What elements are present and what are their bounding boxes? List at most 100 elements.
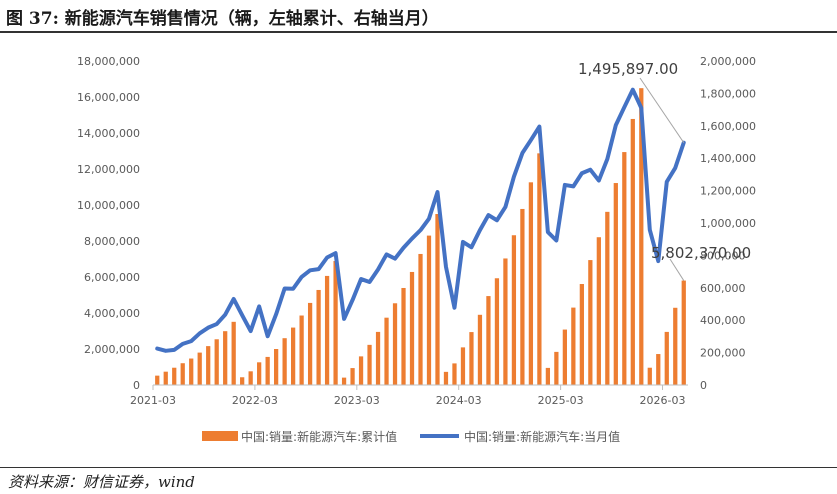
x-tick-label: 2021-03: [130, 394, 176, 407]
left-tick-label: 10,000,000: [77, 199, 140, 212]
left-tick-label: 16,000,000: [77, 91, 140, 104]
annotation-label-cumulative: 5,802,370.00: [651, 244, 751, 262]
annotation-label-monthly: 1,495,897.00: [578, 60, 678, 78]
bar-15: [282, 338, 287, 385]
right-tick-label: 800,000: [700, 249, 746, 262]
bar-44: [528, 182, 534, 385]
bar-14: [274, 349, 279, 385]
bar-41: [503, 258, 508, 385]
bar-12: [257, 362, 262, 385]
bar-58: [647, 367, 652, 385]
bar-0: [155, 375, 160, 385]
bar-57: [639, 88, 644, 386]
left-tick-label: 18,000,000: [77, 55, 140, 68]
bar-24: [358, 356, 364, 385]
bar-1: [163, 371, 168, 385]
right-tick-label: 1,200,000: [700, 185, 756, 198]
left-tick-label: 8,000,000: [84, 235, 140, 248]
bar-46: [545, 367, 551, 385]
left-tick-label: 12,000,000: [77, 163, 140, 176]
bar-42: [511, 235, 517, 385]
bar-40: [494, 278, 500, 385]
bar-30: [409, 271, 415, 385]
annotation-leader-line: [639, 77, 685, 143]
legend-label-line: 中国:销量:新能源汽车:当月值: [464, 429, 620, 444]
bar-33: [435, 214, 440, 385]
right-tick-label: 400,000: [700, 314, 746, 327]
right-tick-label: 1,000,000: [700, 217, 756, 230]
left-axis-ticks: 0 2,000,000 4,000,000 6,000,000 8,000,000 10,…: [77, 55, 140, 392]
right-tick-label: 200,000: [700, 347, 746, 360]
bar-31: [418, 253, 423, 385]
bar-17: [299, 315, 304, 385]
legend-swatch-bar: [202, 431, 238, 441]
bar-56: [630, 118, 635, 386]
bar-4: [189, 358, 194, 385]
x-tick-label: 2024-03: [436, 394, 482, 407]
bar-51: [588, 260, 593, 385]
bar-60: [664, 331, 669, 385]
bar-50: [579, 284, 584, 385]
left-tick-label: 2,000,000: [84, 343, 140, 356]
left-tick-label: 4,000,000: [84, 307, 140, 320]
x-tick-label: 2023-03: [334, 394, 380, 407]
bar-8: [223, 331, 228, 385]
figure-title: 图 37: 新能源汽车销售情况（辆，左轴累计、右轴当月）: [6, 9, 439, 29]
bar-47: [554, 351, 559, 385]
bar-series-cumulative: [155, 88, 686, 386]
bar-22: [341, 377, 347, 385]
footer-rule: [0, 467, 837, 468]
chart-axes: [152, 384, 688, 390]
bar-43: [520, 208, 525, 385]
bar-10: [240, 377, 245, 385]
bar-16: [291, 327, 296, 385]
right-tick-label: 1,600,000: [700, 120, 756, 133]
bar-35: [452, 363, 457, 385]
bar-18: [307, 302, 313, 385]
source-note: 资料来源：财信证券，wind: [8, 473, 195, 491]
right-tick-label: 600,000: [700, 282, 746, 295]
right-tick-label: 1,800,000: [700, 87, 756, 100]
bar-61: [673, 307, 678, 385]
right-tick-label: 1,400,000: [700, 152, 756, 165]
bar-23: [350, 368, 355, 385]
bar-48: [562, 329, 567, 385]
legend-label-bar: 中国:销量:新能源汽车:累计值: [241, 429, 397, 444]
bar-26: [375, 331, 381, 385]
bar-19: [316, 289, 321, 385]
x-tick-label: 2026-03: [640, 394, 686, 407]
left-tick-label: 14,000,000: [77, 127, 140, 140]
chart-annotations: 1,495,897.00 5,802,370.00: [578, 60, 751, 281]
bar-45: [537, 153, 542, 385]
bar-53: [605, 211, 610, 385]
bar-21: [333, 260, 338, 385]
title-rule: [0, 31, 837, 33]
bar-7: [214, 339, 219, 385]
bar-39: [486, 296, 491, 385]
bar-3: [180, 363, 185, 385]
x-axis-ticks: 2021-03 2022-03 2023-03 2024-03 2025-03 2026-…: [130, 394, 685, 407]
right-tick-label: 0: [700, 379, 707, 392]
bar-28: [392, 303, 398, 385]
bar-25: [367, 344, 372, 385]
annotation-leader-bar: [669, 258, 685, 281]
bar-9: [231, 321, 236, 385]
x-tick-label: 2025-03: [538, 394, 584, 407]
sales-chart: 0 2,000,000 4,000,000 6,000,000 8,000,000 10,…: [77, 55, 756, 444]
bar-37: [469, 332, 474, 385]
bar-29: [401, 287, 406, 385]
bar-27: [384, 317, 389, 385]
bar-38: [477, 314, 483, 385]
left-tick-label: 6,000,000: [84, 271, 140, 284]
line-series-monthly: [155, 87, 686, 353]
bar-2: [172, 367, 177, 385]
bar-52: [596, 237, 601, 385]
bar-36: [460, 347, 466, 385]
bar-49: [571, 307, 576, 385]
bar-32: [426, 235, 432, 385]
bar-11: [248, 371, 253, 385]
bar-59: [656, 354, 661, 385]
left-tick-label: 0: [133, 379, 140, 392]
x-tick-label: 2022-03: [232, 394, 278, 407]
bar-13: [265, 356, 270, 385]
